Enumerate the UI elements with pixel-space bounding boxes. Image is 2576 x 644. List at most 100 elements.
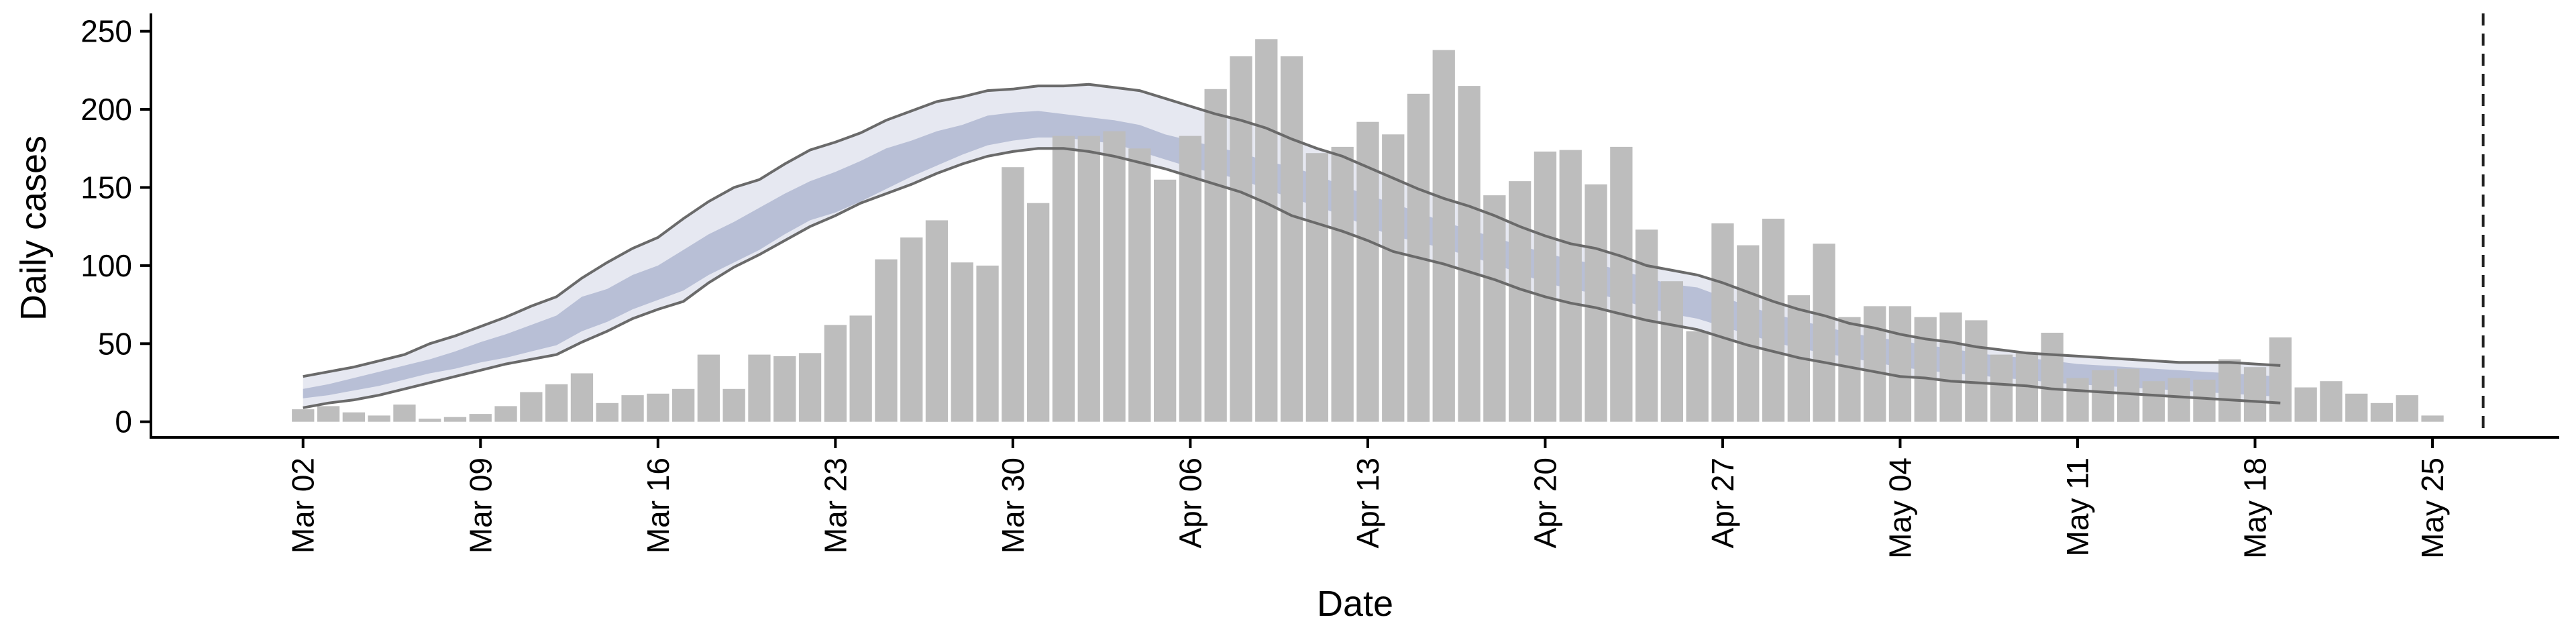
bar <box>596 402 619 422</box>
bar <box>1534 151 1557 422</box>
bar <box>1813 244 1835 422</box>
model-upper-line <box>303 83 2281 378</box>
x-tick-label: Mar 30 <box>996 458 1030 553</box>
bar <box>1103 131 1126 422</box>
bar <box>1660 281 1683 422</box>
bar <box>1204 89 1227 422</box>
bar <box>2421 415 2444 422</box>
bar <box>2370 402 2394 422</box>
bar <box>1255 39 1278 422</box>
x-tick-label: Mar 16 <box>641 458 676 553</box>
bar <box>672 388 695 422</box>
bar <box>1965 320 1988 422</box>
y-ticks: 0 50 100 150 200 250 <box>80 14 151 439</box>
bar <box>545 384 568 422</box>
bar <box>1483 195 1506 422</box>
bar <box>1077 136 1100 422</box>
bar <box>1585 184 1607 422</box>
bar <box>798 353 822 422</box>
bar <box>621 395 644 422</box>
model-inner-band <box>303 111 2281 398</box>
bar <box>1305 153 1328 422</box>
x-tick-label: Apr 27 <box>1705 458 1740 549</box>
bar <box>748 354 771 422</box>
bar <box>494 406 517 422</box>
bar <box>1331 146 1354 422</box>
bar <box>1154 179 1177 422</box>
bar <box>1356 121 1379 422</box>
x-tick-label: Apr 13 <box>1350 458 1385 549</box>
bar <box>2066 378 2089 422</box>
bar <box>1610 146 1633 422</box>
bar <box>2396 395 2418 422</box>
x-tick-label: Apr 06 <box>1173 458 1208 549</box>
model-lower-line <box>303 147 2281 409</box>
y-tick-label: 200 <box>80 92 132 127</box>
model-lines-layer <box>303 83 2281 409</box>
bar <box>1864 306 1886 422</box>
bar <box>469 414 492 422</box>
bar <box>2041 333 2063 422</box>
x-ticks: Mar 02 Mar 09 Mar 16 Mar 23 Mar 30 Apr 06 Apr … <box>286 437 2450 559</box>
bar <box>419 419 441 422</box>
bar <box>2243 367 2267 422</box>
x-axis-title: Date <box>1317 584 1393 624</box>
bar <box>2345 393 2368 422</box>
bar <box>2269 337 2292 422</box>
bar <box>393 405 416 422</box>
y-tick-label: 0 <box>115 405 132 439</box>
bar <box>1432 50 1455 422</box>
bar <box>2320 381 2343 422</box>
bar <box>824 325 847 422</box>
bar <box>773 356 796 422</box>
model-bands-layer <box>303 84 2281 408</box>
bar <box>1128 148 1151 422</box>
bar <box>1914 317 1937 422</box>
bar <box>1280 56 1303 422</box>
bar <box>1458 86 1481 422</box>
bar <box>849 315 872 422</box>
bar <box>570 373 594 422</box>
x-tick-label: Apr 20 <box>1527 458 1562 549</box>
bar <box>1888 306 1912 422</box>
bar <box>443 417 467 422</box>
bar <box>317 406 340 422</box>
x-tick-label: Mar 02 <box>286 458 321 553</box>
bar <box>1686 331 1709 422</box>
bar <box>292 409 315 422</box>
bar <box>2218 359 2241 422</box>
bar <box>2142 381 2165 422</box>
bar <box>1027 203 1050 422</box>
bar <box>1711 223 1734 422</box>
bar <box>1002 167 1024 422</box>
y-tick-label: 100 <box>80 248 132 283</box>
bar <box>976 265 999 422</box>
bar <box>2294 387 2317 422</box>
bar <box>2167 378 2190 422</box>
axes <box>150 13 2559 439</box>
bar <box>1179 136 1201 422</box>
bar <box>951 262 973 422</box>
bar <box>1737 245 1760 422</box>
bar <box>2193 379 2216 422</box>
bar <box>1230 56 1252 422</box>
x-tick-label: Mar 09 <box>463 458 498 553</box>
bar <box>1509 181 1532 422</box>
y-axis-title: Daily cases <box>13 136 54 321</box>
bar <box>1939 312 1962 422</box>
x-tick-label: May 25 <box>2415 458 2450 559</box>
y-tick-label: 250 <box>80 14 132 49</box>
x-tick-label: May 04 <box>1883 458 1918 559</box>
bar <box>520 392 543 422</box>
bar <box>900 237 923 422</box>
x-tick-label: Mar 23 <box>818 458 853 553</box>
bar <box>342 412 365 422</box>
bar <box>722 388 745 422</box>
bar <box>2092 370 2114 422</box>
y-tick-label: 150 <box>80 170 132 205</box>
x-tick-label: May 18 <box>2238 458 2273 559</box>
bar <box>697 354 720 422</box>
bar <box>647 393 669 422</box>
bar <box>925 220 949 422</box>
